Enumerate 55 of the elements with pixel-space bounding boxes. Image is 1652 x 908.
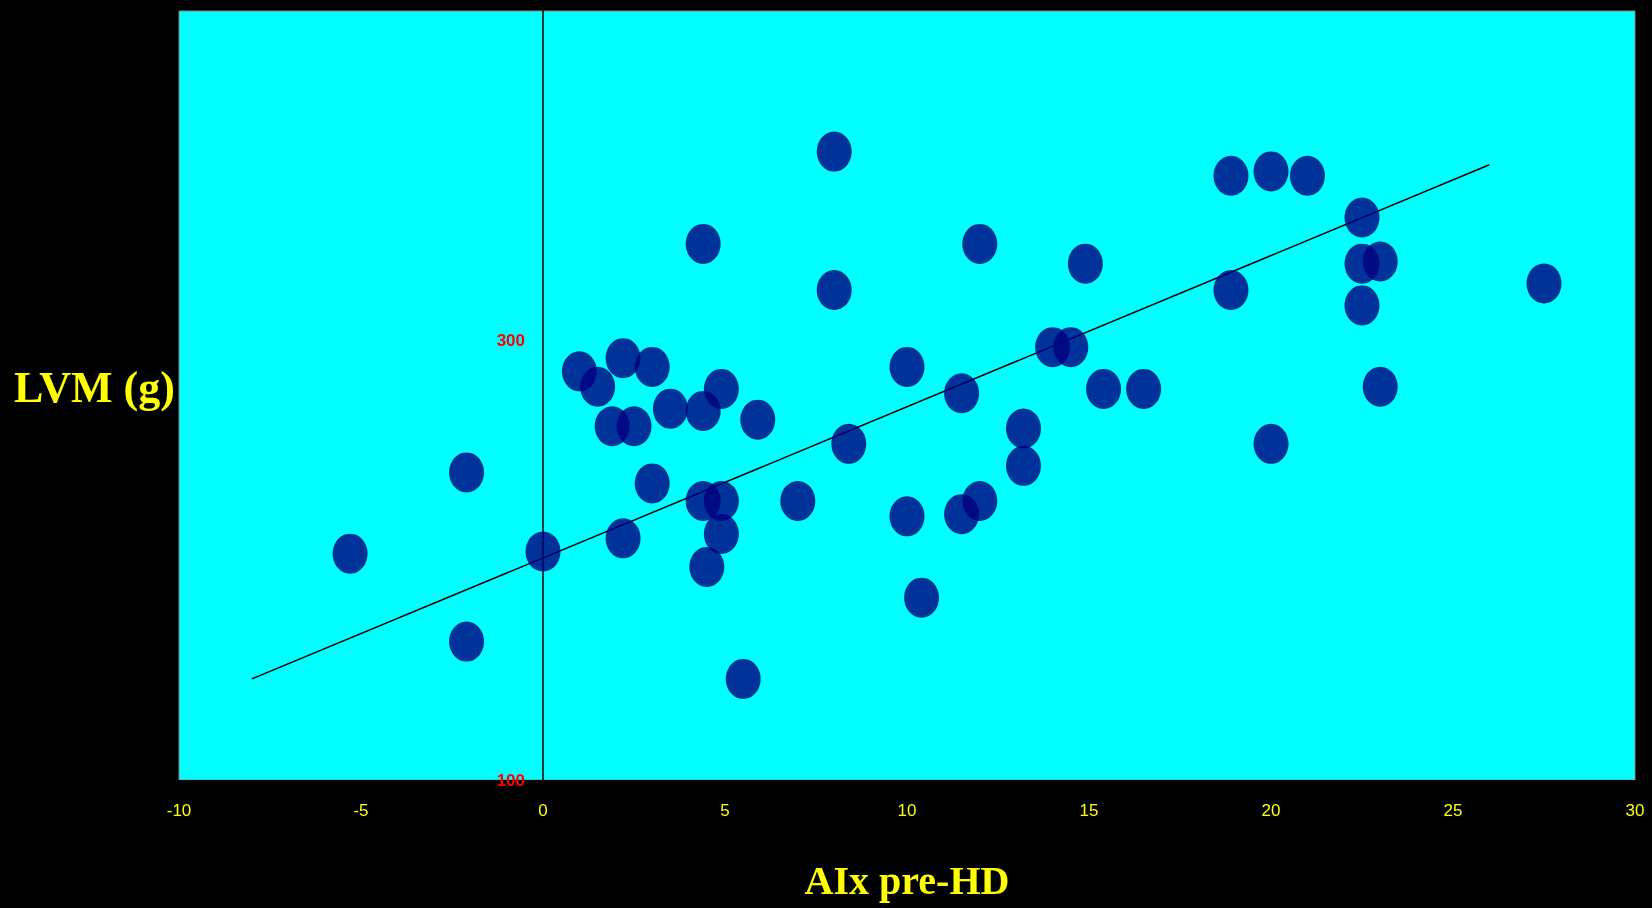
x-axis-title: AIx pre-HD xyxy=(804,857,1010,903)
point xyxy=(1213,270,1249,311)
x-tick-label: 20 xyxy=(1261,801,1281,820)
point xyxy=(332,533,368,574)
point xyxy=(962,223,998,264)
point xyxy=(889,496,925,537)
x-tick-label: -10 xyxy=(166,801,192,820)
x-tick-label: 0 xyxy=(538,801,548,820)
point xyxy=(1289,155,1325,196)
point xyxy=(1213,155,1249,196)
point xyxy=(1006,445,1041,486)
point xyxy=(616,406,652,447)
point xyxy=(1344,285,1380,326)
point xyxy=(525,531,561,572)
point xyxy=(605,338,641,379)
point xyxy=(816,270,852,311)
y-tick-label: 300 xyxy=(496,331,525,351)
x-tick-label: 15 xyxy=(1079,801,1099,820)
point xyxy=(605,518,641,559)
y-axis-title: LVM (g) xyxy=(14,362,175,412)
point xyxy=(816,131,852,172)
point xyxy=(703,368,739,409)
point xyxy=(1362,241,1398,282)
x-tick-label: -5 xyxy=(353,801,369,820)
x-tick-label: 10 xyxy=(897,801,917,820)
point xyxy=(703,513,739,554)
point xyxy=(449,452,485,493)
point xyxy=(652,388,688,429)
point xyxy=(831,423,867,464)
point xyxy=(685,223,721,264)
point xyxy=(580,366,616,407)
point xyxy=(634,346,670,387)
point xyxy=(889,346,925,387)
point xyxy=(944,373,980,414)
point xyxy=(1067,243,1103,284)
point xyxy=(689,546,725,587)
x-tick-label: 5 xyxy=(720,801,730,820)
point xyxy=(1126,368,1162,409)
x-tick-label: 25 xyxy=(1443,801,1463,820)
point xyxy=(904,577,940,618)
point xyxy=(1006,408,1041,449)
point xyxy=(962,480,998,521)
point xyxy=(449,621,485,662)
point xyxy=(780,480,816,521)
point xyxy=(1362,366,1398,407)
point xyxy=(1086,368,1122,409)
point xyxy=(1526,263,1562,304)
point xyxy=(634,463,670,504)
point xyxy=(740,399,776,440)
point xyxy=(1344,197,1380,238)
point xyxy=(1253,423,1289,464)
point xyxy=(1053,327,1089,368)
point xyxy=(725,658,761,699)
point xyxy=(1253,151,1289,192)
x-tick-label: 30 xyxy=(1625,801,1645,820)
